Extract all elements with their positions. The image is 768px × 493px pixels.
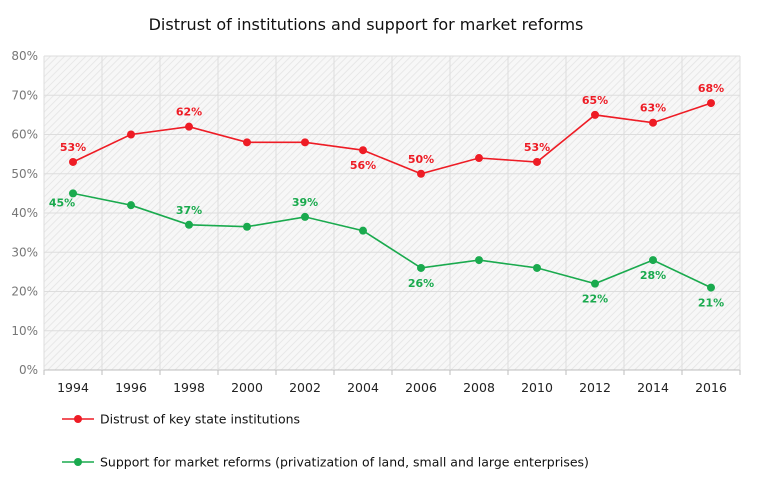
x-tick-label: 2014 <box>637 380 669 395</box>
legend-swatch-marker <box>74 415 82 423</box>
data-label: 21% <box>698 297 724 310</box>
x-tick-label: 2002 <box>289 380 321 395</box>
data-point <box>475 154 483 163</box>
x-tick-label: 2000 <box>231 380 263 395</box>
data-label: 39% <box>292 196 318 209</box>
legend: Distrust of key state institutions Suppor… <box>62 412 589 470</box>
x-tick-label: 1998 <box>173 380 205 395</box>
legend-item: Distrust of key state institutions <box>62 412 300 427</box>
series-group: 53% 62% 56% 50% 53% 65% 63% 68% 45% 37% 39% 26% 22% 2… <box>49 82 724 309</box>
gridlines <box>43 55 741 375</box>
y-tick-label: 50% <box>11 167 38 181</box>
legend-item: Support for market reforms (privatizatio… <box>62 455 589 470</box>
data-point <box>69 157 77 166</box>
x-tick-label: 2004 <box>347 380 379 395</box>
y-tick-label: 20% <box>11 285 38 299</box>
data-label: 63% <box>640 102 666 115</box>
x-tick-label: 2008 <box>463 380 495 395</box>
y-tick-label: 80% <box>11 49 38 63</box>
data-label: 53% <box>60 141 86 154</box>
data-label: 28% <box>640 269 666 282</box>
data-point <box>359 226 367 235</box>
series-2: 45% 37% 39% 26% 22% 28% 21% <box>49 189 724 310</box>
x-tick-label: 1994 <box>57 380 89 395</box>
y-tick-label: 10% <box>11 324 38 338</box>
data-label: 45% <box>49 196 75 209</box>
data-point <box>649 256 657 265</box>
x-tick-label: 2006 <box>405 380 437 395</box>
y-tick-label: 40% <box>11 206 38 220</box>
data-label: 37% <box>176 204 202 217</box>
data-point <box>359 146 367 155</box>
data-point <box>417 263 425 272</box>
x-tick-label: 2010 <box>521 380 553 395</box>
data-point <box>185 220 193 229</box>
series-line <box>72 192 712 289</box>
data-label: 62% <box>176 106 202 119</box>
data-point <box>533 157 541 166</box>
series-1: 53% 62% 56% 50% 53% 65% 63% 68% <box>60 82 724 178</box>
legend-label: Distrust of key state institutions <box>100 412 300 427</box>
data-point <box>69 189 77 198</box>
data-point <box>127 201 135 210</box>
x-tick-label: 1996 <box>115 380 147 395</box>
y-tick-label: 30% <box>11 245 38 259</box>
data-point <box>301 138 309 147</box>
y-tick-label: 70% <box>11 88 38 102</box>
x-tick-label: 2012 <box>579 380 611 395</box>
x-axis: 1994 1996 1998 2000 2002 2004 2006 2008 2010 2012… <box>57 380 727 395</box>
data-label: 68% <box>698 82 724 95</box>
data-point <box>591 279 599 288</box>
data-point <box>243 222 251 231</box>
legend-label: Support for market reforms (privatizatio… <box>100 455 589 470</box>
chart-title: Distrust of institutions and support for… <box>149 15 584 34</box>
data-point <box>533 263 541 272</box>
data-label: 26% <box>408 277 434 290</box>
data-label: 56% <box>350 159 376 172</box>
data-point <box>417 169 425 178</box>
y-axis: 0% 10% 20% 30% 40% 50% 60% 70% 80% <box>11 49 38 377</box>
x-tick-label: 2016 <box>695 380 727 395</box>
legend-swatch-marker <box>74 458 82 466</box>
data-point <box>707 283 715 292</box>
data-point <box>649 118 657 127</box>
series-line <box>72 102 712 175</box>
data-label: 65% <box>582 94 608 107</box>
data-point <box>475 256 483 265</box>
data-point <box>707 99 715 108</box>
data-label: 53% <box>524 141 550 154</box>
data-point <box>243 138 251 147</box>
y-tick-label: 60% <box>11 128 38 142</box>
data-point <box>127 130 135 139</box>
data-point <box>591 110 599 119</box>
data-point <box>301 212 309 221</box>
y-tick-label: 0% <box>19 363 38 377</box>
data-point <box>185 122 193 131</box>
data-label: 50% <box>408 153 434 166</box>
data-label: 22% <box>582 293 608 306</box>
